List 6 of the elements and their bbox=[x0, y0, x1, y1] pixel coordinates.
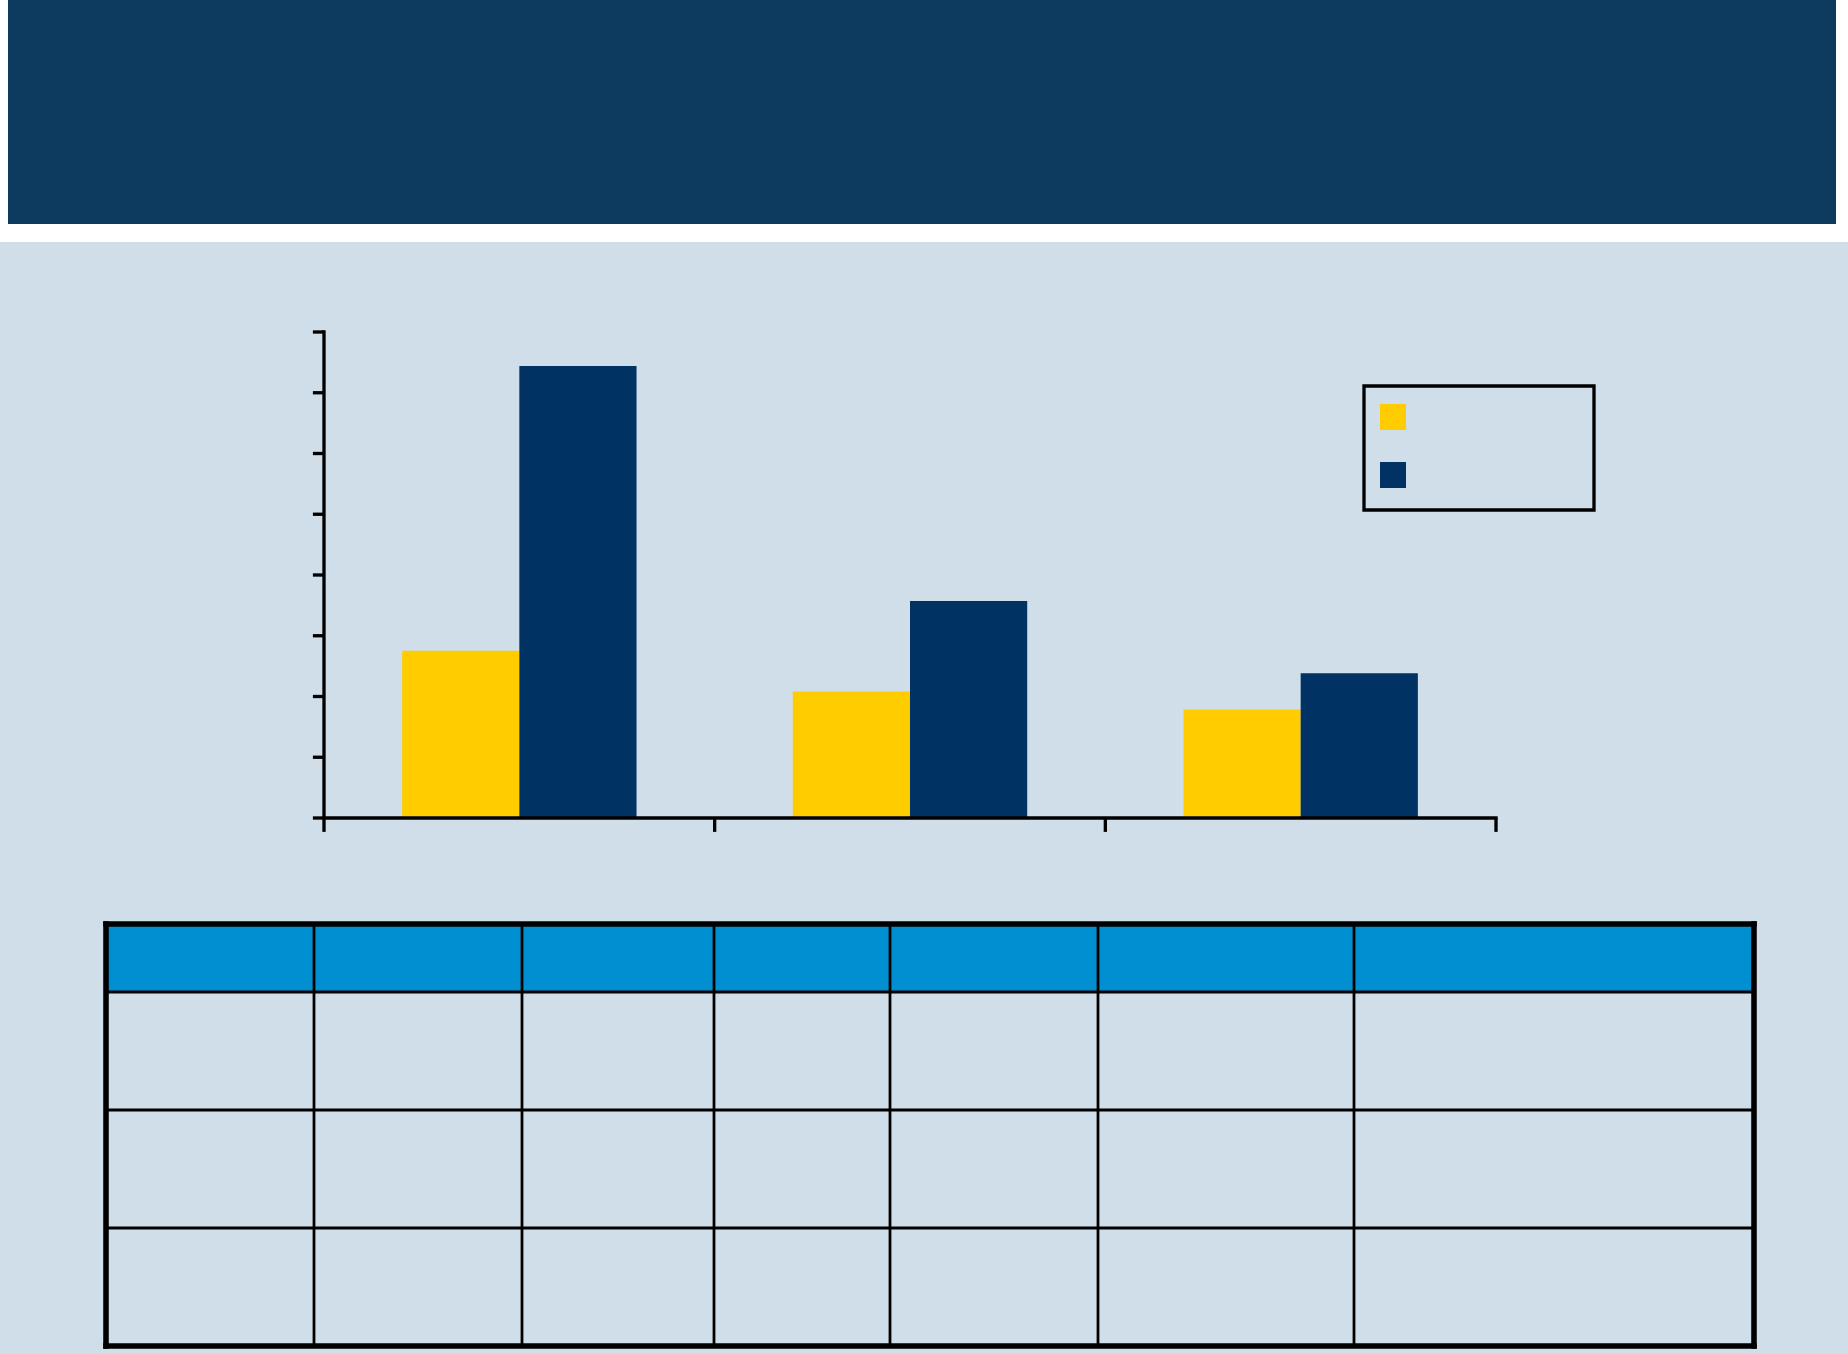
bar bbox=[1300, 673, 1418, 818]
bar bbox=[402, 650, 520, 818]
bar bbox=[792, 691, 910, 818]
bar bbox=[910, 601, 1028, 818]
bar bbox=[519, 365, 637, 818]
bar bbox=[1183, 709, 1301, 818]
